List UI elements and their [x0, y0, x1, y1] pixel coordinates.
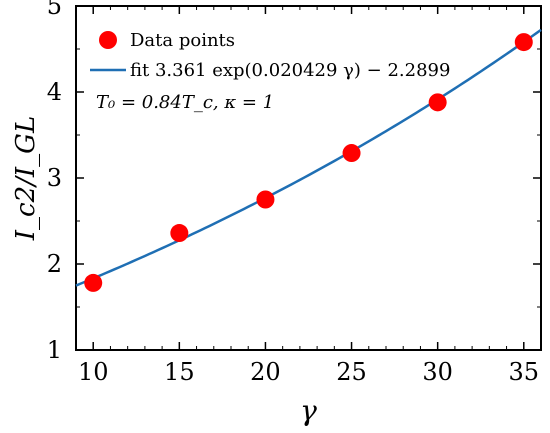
- data-point: [514, 33, 533, 52]
- x-tick-label: 20: [250, 358, 281, 386]
- data-point: [170, 224, 189, 243]
- legend-label-fit: fit 3.361 exp(0.020429 γ) − 2.2899: [130, 60, 450, 81]
- y-tick-label: 3: [47, 164, 62, 192]
- data-point: [342, 144, 361, 163]
- x-tick-label: 35: [509, 358, 540, 386]
- points-layer: [84, 33, 533, 292]
- y-tick-label: 1: [47, 336, 62, 364]
- annotation-parameters: T₀ = 0.84T_c, κ = 1: [96, 92, 274, 113]
- data-point: [256, 190, 275, 209]
- y-tick-label: 5: [47, 0, 62, 20]
- y-axis-title: I_c2/I_GL: [11, 116, 41, 241]
- fit-line: [75, 28, 542, 287]
- y-tick-label: 4: [47, 78, 62, 106]
- y-tick-label: 2: [47, 250, 62, 278]
- legend: Data points fit 3.361 exp(0.020429 γ) − …: [90, 30, 450, 113]
- x-tick-label: 10: [78, 358, 109, 386]
- plot-border: [75, 5, 542, 351]
- x-tick-label: 15: [164, 358, 195, 386]
- x-tick-label: 30: [422, 358, 453, 386]
- x-tick-label: 25: [336, 358, 367, 386]
- data-point: [428, 93, 447, 112]
- ticks-layer: 10 15 20 25 30 35 1 2 3 4 5: [47, 0, 542, 386]
- legend-label-data-points: Data points: [130, 30, 235, 51]
- fit-layer: [75, 28, 542, 287]
- data-point: [84, 273, 103, 292]
- x-axis-title: γ: [300, 394, 317, 427]
- legend-marker-data-points: [99, 31, 117, 49]
- plot-frame: [75, 5, 542, 351]
